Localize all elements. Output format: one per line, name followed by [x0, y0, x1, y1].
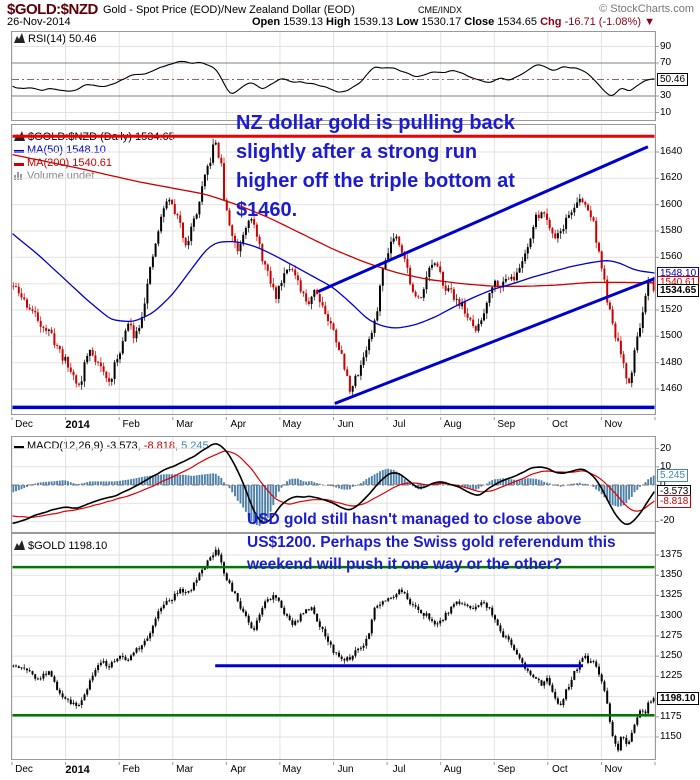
area-chart-icon	[14, 33, 25, 46]
y-tick-label: 1350	[660, 569, 683, 581]
y-tick-label: 70	[660, 57, 672, 68]
y-tick-label: 1300	[660, 609, 683, 621]
month-label: Feb	[122, 764, 140, 775]
y-tick-label: 10	[660, 106, 672, 118]
y-tick-label: 1520	[660, 304, 683, 315]
month-label: May	[282, 764, 302, 775]
y-tick-label: 1640	[660, 146, 683, 157]
month-label: Apr	[230, 419, 247, 430]
rsi-legend-label: RSI(14) 50.46	[28, 33, 97, 45]
y-tick-label: 1560	[660, 251, 683, 263]
month-label: Jun	[337, 764, 354, 775]
y-tick-label: 30	[660, 90, 672, 101]
y-tick-label: 1600	[660, 198, 683, 210]
month-label: Jul	[392, 419, 406, 430]
change-value: -16.71 (-1.08%)	[564, 16, 641, 28]
volume-legend-label: Volume undef	[27, 170, 95, 182]
y-tick-label: 1620	[660, 172, 683, 184]
open-label: Open	[252, 16, 281, 28]
open-value: 1539.13	[283, 16, 323, 28]
usd-annotation-text: USD gold still hasn't managed to close a…	[247, 511, 616, 573]
month-label: 2014	[65, 419, 90, 431]
nzd-annotation-text: NZ dollar gold is pulling back slightly …	[236, 112, 515, 221]
ma200-legend: MA(200) 1540.61	[14, 157, 112, 170]
month-label: Nov	[604, 419, 623, 430]
y-tick-label: 20	[660, 442, 672, 454]
month-label: Oct	[552, 419, 568, 430]
y-tick-label: 1150	[660, 731, 682, 742]
month-label: Apr	[230, 764, 247, 775]
exchange-label: CME/INDX	[418, 5, 463, 15]
rsi-legend: RSI(14) 50.46	[14, 33, 96, 46]
month-label: Oct	[552, 764, 568, 775]
month-label: Dec	[15, 419, 33, 430]
volume-legend: Volume undef	[14, 170, 94, 183]
quote-summary: Open 1539.13 High 1539.13 Low 1530.17 Cl…	[252, 16, 655, 28]
high-label: High	[326, 16, 351, 28]
high-value: 1539.13	[353, 16, 394, 28]
y-tick-label: 1480	[660, 356, 683, 368]
y-tick-label: 1375	[660, 549, 683, 560]
y-tick-label: 1500	[660, 330, 683, 342]
chart-header: $GOLD:$NZD Gold - Spot Price (EOD)/New Z…	[0, 0, 700, 30]
y-tick-label: 1460	[660, 383, 683, 394]
gold-legend-label: $GOLD 1198.10	[28, 540, 108, 552]
ma200-legend-label: MA(200) 1540.61	[27, 157, 112, 169]
ma50-legend-label: MA(50) 1548.10	[27, 144, 106, 156]
chart-date: 26-Nov-2014	[7, 16, 71, 28]
line-swatch-icon	[14, 158, 24, 170]
y-tick-label: 90	[660, 40, 672, 52]
last-value-box: 1534.65	[657, 284, 700, 298]
change-label: Chg	[540, 16, 562, 28]
close-value: 1534.65	[497, 16, 538, 28]
last-value-box: -8.818	[657, 494, 692, 508]
y-tick-label: 1325	[660, 589, 683, 601]
down-triangle-icon: ▼	[644, 16, 655, 28]
y-tick-label: 10	[660, 460, 672, 472]
y-tick-label: 1275	[660, 629, 683, 641]
y-tick-label: -20	[660, 515, 675, 527]
last-value-box: 5.245	[657, 468, 689, 482]
month-label: Mar	[176, 419, 194, 430]
last-value-box: 1198.10	[657, 691, 699, 705]
copyright-label: © StockCharts.com	[599, 3, 694, 15]
ticker-symbol: $GOLD:$NZD	[7, 1, 98, 18]
month-label: Mar	[176, 764, 194, 775]
volume-bars-icon	[14, 171, 24, 183]
month-label: Sep	[497, 764, 516, 775]
close-label: Close	[464, 16, 495, 28]
y-tick-label: 1225	[660, 670, 683, 682]
month-label: Jun	[337, 419, 354, 430]
month-label: Feb	[122, 419, 140, 430]
y-tick-label: 1580	[660, 225, 683, 236]
y-tick-label: 1175	[660, 710, 682, 722]
month-label: Aug	[443, 419, 462, 430]
area-chart-icon	[14, 540, 25, 553]
month-label: Dec	[15, 764, 33, 775]
y-tick-label: 0	[660, 480, 666, 490]
last-value-box: 50.46	[657, 72, 689, 86]
month-label: Aug	[443, 764, 462, 775]
month-label: 2014	[65, 764, 90, 776]
month-label: Sep	[497, 419, 516, 430]
month-label: Jul	[392, 764, 406, 775]
low-label: Low	[396, 16, 419, 28]
low-value: 1530.17	[421, 16, 462, 28]
month-label: May	[282, 419, 302, 430]
gold-legend: $GOLD 1198.10	[14, 540, 107, 553]
month-label: Nov	[604, 764, 623, 775]
ticker-description: Gold - Spot Price (EOD)/New Zealand Doll…	[103, 4, 355, 16]
line-swatch-icon	[14, 441, 24, 453]
y-tick-label: 1250	[660, 650, 683, 662]
